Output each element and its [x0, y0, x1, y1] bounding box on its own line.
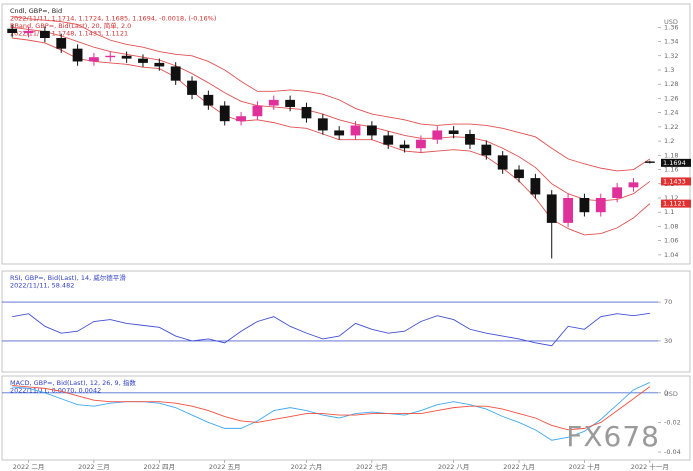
candle-body: [628, 182, 639, 188]
y-tick-label: 1.16: [664, 166, 678, 174]
candle-body: [432, 130, 443, 140]
y-tick-label: 1.22: [664, 123, 678, 131]
y-tick-label: 1.08: [664, 222, 678, 230]
candle-body: [252, 105, 263, 117]
candle-body: [514, 169, 524, 179]
y-tick-label: 1.32: [664, 52, 678, 60]
y-tick-label: 0: [664, 389, 668, 397]
legend-text: RSI, GBP=, Bid(Last), 14, 威尔德平滑: [10, 273, 126, 282]
x-tick-label: 2022 十月: [569, 462, 601, 471]
candle-body: [317, 118, 328, 131]
candle-body: [170, 66, 181, 81]
indicator-line: [12, 312, 650, 347]
candle-body: [138, 58, 148, 63]
candle-body: [366, 125, 377, 136]
price-tag: [661, 199, 691, 208]
candle-body: [383, 135, 394, 145]
candle-body: [187, 80, 197, 95]
candle-body: [563, 198, 573, 223]
x-tick-label: 2022 三月: [78, 463, 110, 471]
candle-body: [39, 30, 50, 38]
y-tick-label: 1.36: [664, 23, 678, 31]
candle-body: [105, 55, 116, 58]
legend-text: MACD, GBP=, Bid(Last), 12, 26, 9, 指数: [10, 378, 136, 387]
indicator-line: [12, 382, 651, 441]
bollinger-band: [12, 37, 651, 236]
x-tick-label: 2022 六月: [291, 462, 323, 471]
candle-body: [612, 187, 623, 198]
candle-body: [236, 116, 246, 122]
panel-frame: [1, 3, 691, 265]
candle-body: [416, 139, 426, 149]
candle-body: [154, 62, 165, 67]
y-tick-label: 1.26: [664, 94, 678, 102]
y-tick-label: 1.24: [664, 109, 678, 117]
candle-body: [530, 178, 541, 195]
x-tick-label: 2022 七月: [356, 462, 388, 471]
candle-body: [72, 48, 83, 62]
y-tick-label: 1.1: [664, 208, 674, 216]
axis-unit: USD: [664, 390, 678, 398]
candle-body: [465, 134, 475, 145]
axis-unit: USD: [664, 18, 678, 26]
panel-frame: [1, 270, 691, 373]
x-tick-label: 2022 四月: [144, 463, 176, 471]
candle-body: [399, 144, 410, 149]
legend-text: 2022/11/11, 1.1748, 1.1433, 1.1121: [10, 30, 128, 38]
candle-body: [497, 155, 508, 170]
y-tick-label: 1.28: [664, 80, 678, 88]
y-tick-label: -0.02: [664, 418, 681, 426]
candle-body: [595, 198, 606, 213]
legend-text: Cndl, GBP=, Bid: [10, 7, 62, 15]
price-tag: [661, 177, 691, 186]
price-tag-label: 1.1121: [663, 200, 686, 208]
candle-body: [203, 94, 214, 106]
candle-body: [219, 105, 230, 122]
y-tick-label: 1.18: [664, 151, 678, 159]
bollinger-band: [12, 26, 651, 202]
y-tick-label: 1.3: [664, 66, 674, 74]
candle-body: [23, 30, 34, 34]
y-tick-label: 70: [664, 298, 672, 306]
y-tick-label: 1.34: [664, 38, 678, 46]
legend-text: 2022/11/11, 58.482: [10, 282, 74, 290]
candle-body: [644, 161, 655, 163]
x-tick-label: 2022 八月: [438, 463, 470, 471]
y-tick-label: 1.12: [664, 194, 678, 202]
y-tick-label: 30: [664, 337, 672, 345]
candle-body: [448, 130, 459, 134]
legend-text: 2022/11/11, 1.1714, 1.1724, 1.1685, 1.16…: [10, 15, 216, 23]
candle-body: [56, 38, 67, 49]
price-tag: [661, 158, 691, 167]
panel-frame: [1, 375, 691, 461]
candle-body: [268, 99, 279, 106]
x-tick-label: 2022 十一月: [631, 462, 669, 471]
bollinger-band: [12, 16, 651, 172]
candle-body: [301, 106, 312, 119]
candle-body: [285, 99, 296, 107]
x-tick-label: 2022 九月: [503, 462, 535, 471]
candle-body: [334, 130, 345, 136]
candle-body: [121, 55, 132, 59]
y-tick-label: 1.2: [664, 137, 674, 145]
y-tick-label: 1.04: [664, 251, 678, 259]
watermark: FX678: [566, 420, 660, 453]
candle-body: [546, 194, 557, 223]
x-tick-label: 2022 五月: [209, 463, 241, 471]
candle-body: [7, 28, 18, 34]
y-tick-label: 1.06: [664, 237, 678, 245]
legend-text: BBand, GBP=, Bid(Last), 20, 简单, 2.0: [10, 21, 131, 30]
candle-body: [350, 125, 361, 136]
y-tick-label: -0.04: [664, 448, 681, 456]
indicator-line: [12, 384, 651, 431]
price-tag-label: 1.1433: [663, 177, 686, 185]
x-tick-label: 2022 二月: [13, 463, 45, 471]
candle-body: [89, 57, 99, 62]
candle-body: [579, 198, 590, 213]
candle-body: [481, 144, 492, 156]
price-tag-label: 1.1694: [663, 159, 686, 167]
